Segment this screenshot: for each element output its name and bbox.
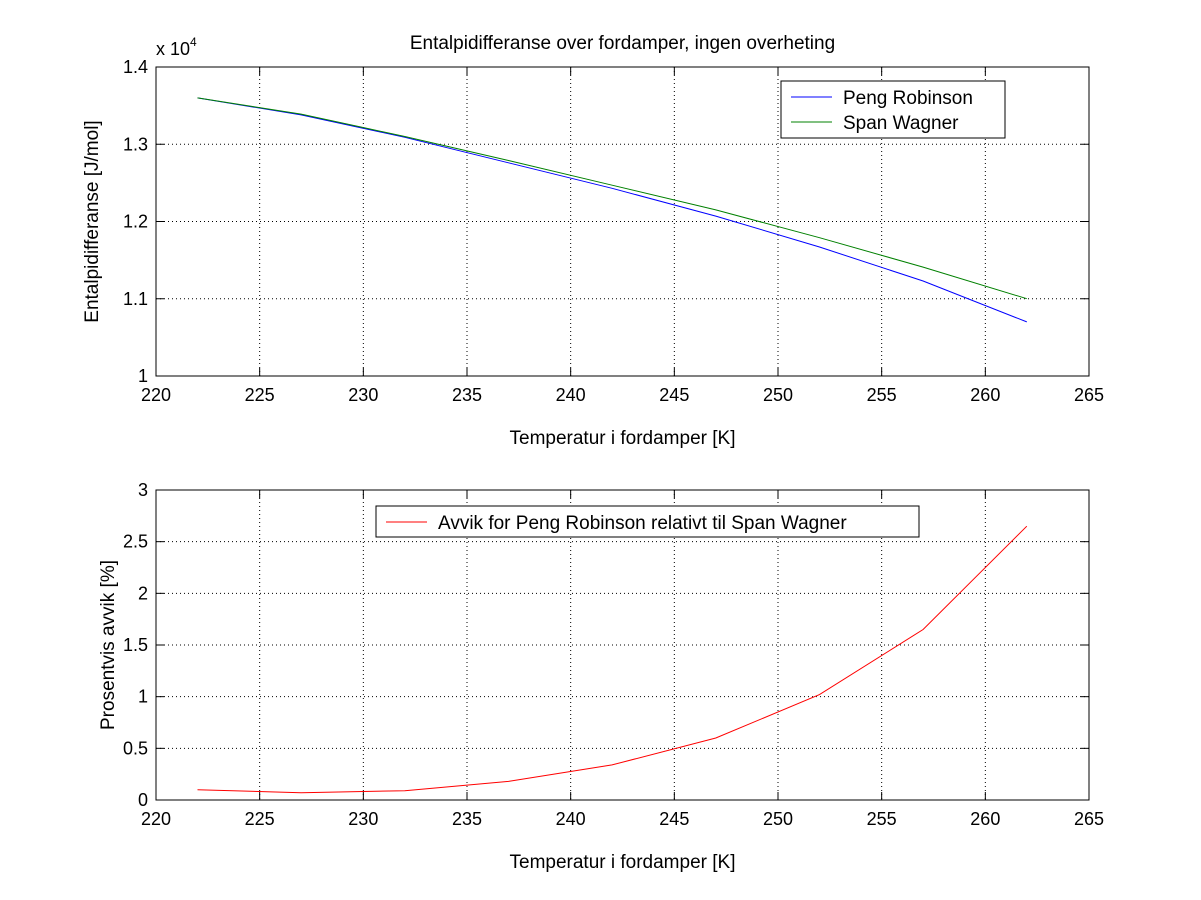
y-tick-label: 1.2 <box>123 212 148 232</box>
legend-label-1: Avvik for Peng Robinson relativt til Spa… <box>438 513 847 534</box>
legend: Avvik for Peng Robinson relativt til Spa… <box>375 505 920 538</box>
y-tick-label: 1.1 <box>123 289 148 309</box>
legend-box <box>780 80 1006 139</box>
legend-label-2: Span Wagner <box>843 113 959 134</box>
series-line-1 <box>197 97 1027 323</box>
x-tick-label: 240 <box>556 809 586 829</box>
x-tick-label: 240 <box>556 385 586 405</box>
chart-title: Entalpidifferanse over fordamper, ingen … <box>410 33 835 54</box>
y-tick-label: 1 <box>138 687 148 707</box>
x-tick-label: 265 <box>1074 385 1104 405</box>
x-tick-label: 220 <box>141 809 171 829</box>
axes-2: 220 225 230 235 240 245 250 255 260 265 0 0.5 1 1.5 2 2… <box>98 480 1104 873</box>
x-tick-label: 230 <box>348 385 378 405</box>
y-tick-label: 1 <box>138 366 148 386</box>
x-axis-label: Temperatur i fordamper [K] <box>510 852 736 873</box>
y-axis-label: Prosentvis avvik [%] <box>98 560 119 730</box>
series-line-2 <box>197 97 1027 300</box>
y-tick-label: 0 <box>138 790 148 810</box>
x-tick-label: 230 <box>348 809 378 829</box>
x-tick-label: 225 <box>245 385 275 405</box>
y-tick-label: 3 <box>138 480 148 500</box>
x-tick-label: 250 <box>763 809 793 829</box>
x-tick-label: 255 <box>867 809 897 829</box>
legend: Peng Robinson Span Wagner <box>780 80 1006 139</box>
y-tick-label: 2.5 <box>123 532 148 552</box>
y-tick-label: 1.4 <box>123 57 148 77</box>
axes-1: 220 225 230 235 240 245 250 255 260 265 1 1.1 1.2 1.3… <box>82 33 1104 449</box>
x-tick-label: 260 <box>970 385 1000 405</box>
y-tick-label: 1.5 <box>123 635 148 655</box>
x-axis-label: Temperatur i fordamper [K] <box>510 428 736 449</box>
series-line-1 <box>197 525 1028 794</box>
x-tick-label: 220 <box>141 385 171 405</box>
y-tick-label: 1.3 <box>123 134 148 154</box>
x-tick-label: 225 <box>245 809 275 829</box>
y-axis-label: Entalpidifferanse [J/mol] <box>82 120 103 322</box>
x-tick-label: 245 <box>659 385 689 405</box>
x-tick-label: 245 <box>659 809 689 829</box>
x-tick-label: 235 <box>452 385 482 405</box>
y-tick-label: 0.5 <box>123 738 148 758</box>
y-tick-label: 2 <box>138 583 148 603</box>
plot-area <box>156 490 1089 800</box>
x-tick-label: 265 <box>1074 809 1104 829</box>
x-tick-label: 250 <box>763 385 793 405</box>
legend-box <box>375 505 920 538</box>
x-tick-label: 255 <box>867 385 897 405</box>
y-multiplier: x 104 <box>156 35 197 59</box>
legend-label-1: Peng Robinson <box>843 88 973 109</box>
x-tick-label: 235 <box>452 809 482 829</box>
x-tick-label: 260 <box>970 809 1000 829</box>
